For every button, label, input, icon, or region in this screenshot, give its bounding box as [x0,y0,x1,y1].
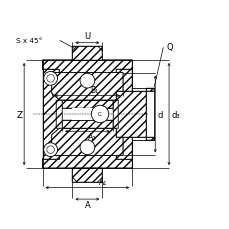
Polygon shape [72,109,102,120]
Polygon shape [116,70,132,159]
Circle shape [80,74,94,89]
Polygon shape [42,61,132,93]
Text: S x 45°: S x 45° [16,38,42,44]
Polygon shape [52,128,123,156]
Text: A₁: A₁ [99,178,107,187]
Polygon shape [145,137,153,141]
Polygon shape [62,120,112,128]
Text: U: U [84,32,90,41]
Text: Z: Z [16,110,22,119]
Circle shape [91,106,108,123]
Text: C: C [98,112,101,117]
Polygon shape [52,73,123,101]
Polygon shape [42,136,132,168]
Polygon shape [72,47,102,61]
Text: Q: Q [166,43,173,52]
Polygon shape [62,101,112,109]
Circle shape [47,75,54,83]
Text: d₃: d₃ [171,110,179,119]
Circle shape [44,72,57,86]
Text: A: A [84,200,90,209]
Polygon shape [56,101,62,128]
Polygon shape [60,101,114,128]
Text: A₂: A₂ [87,133,96,142]
Circle shape [80,140,94,155]
Polygon shape [42,70,58,159]
Circle shape [44,143,57,157]
Text: B₁: B₁ [90,86,98,95]
Circle shape [47,146,54,154]
Text: d: d [157,110,162,119]
Polygon shape [72,168,102,182]
Polygon shape [112,101,118,128]
Polygon shape [116,92,145,137]
Polygon shape [145,88,153,92]
